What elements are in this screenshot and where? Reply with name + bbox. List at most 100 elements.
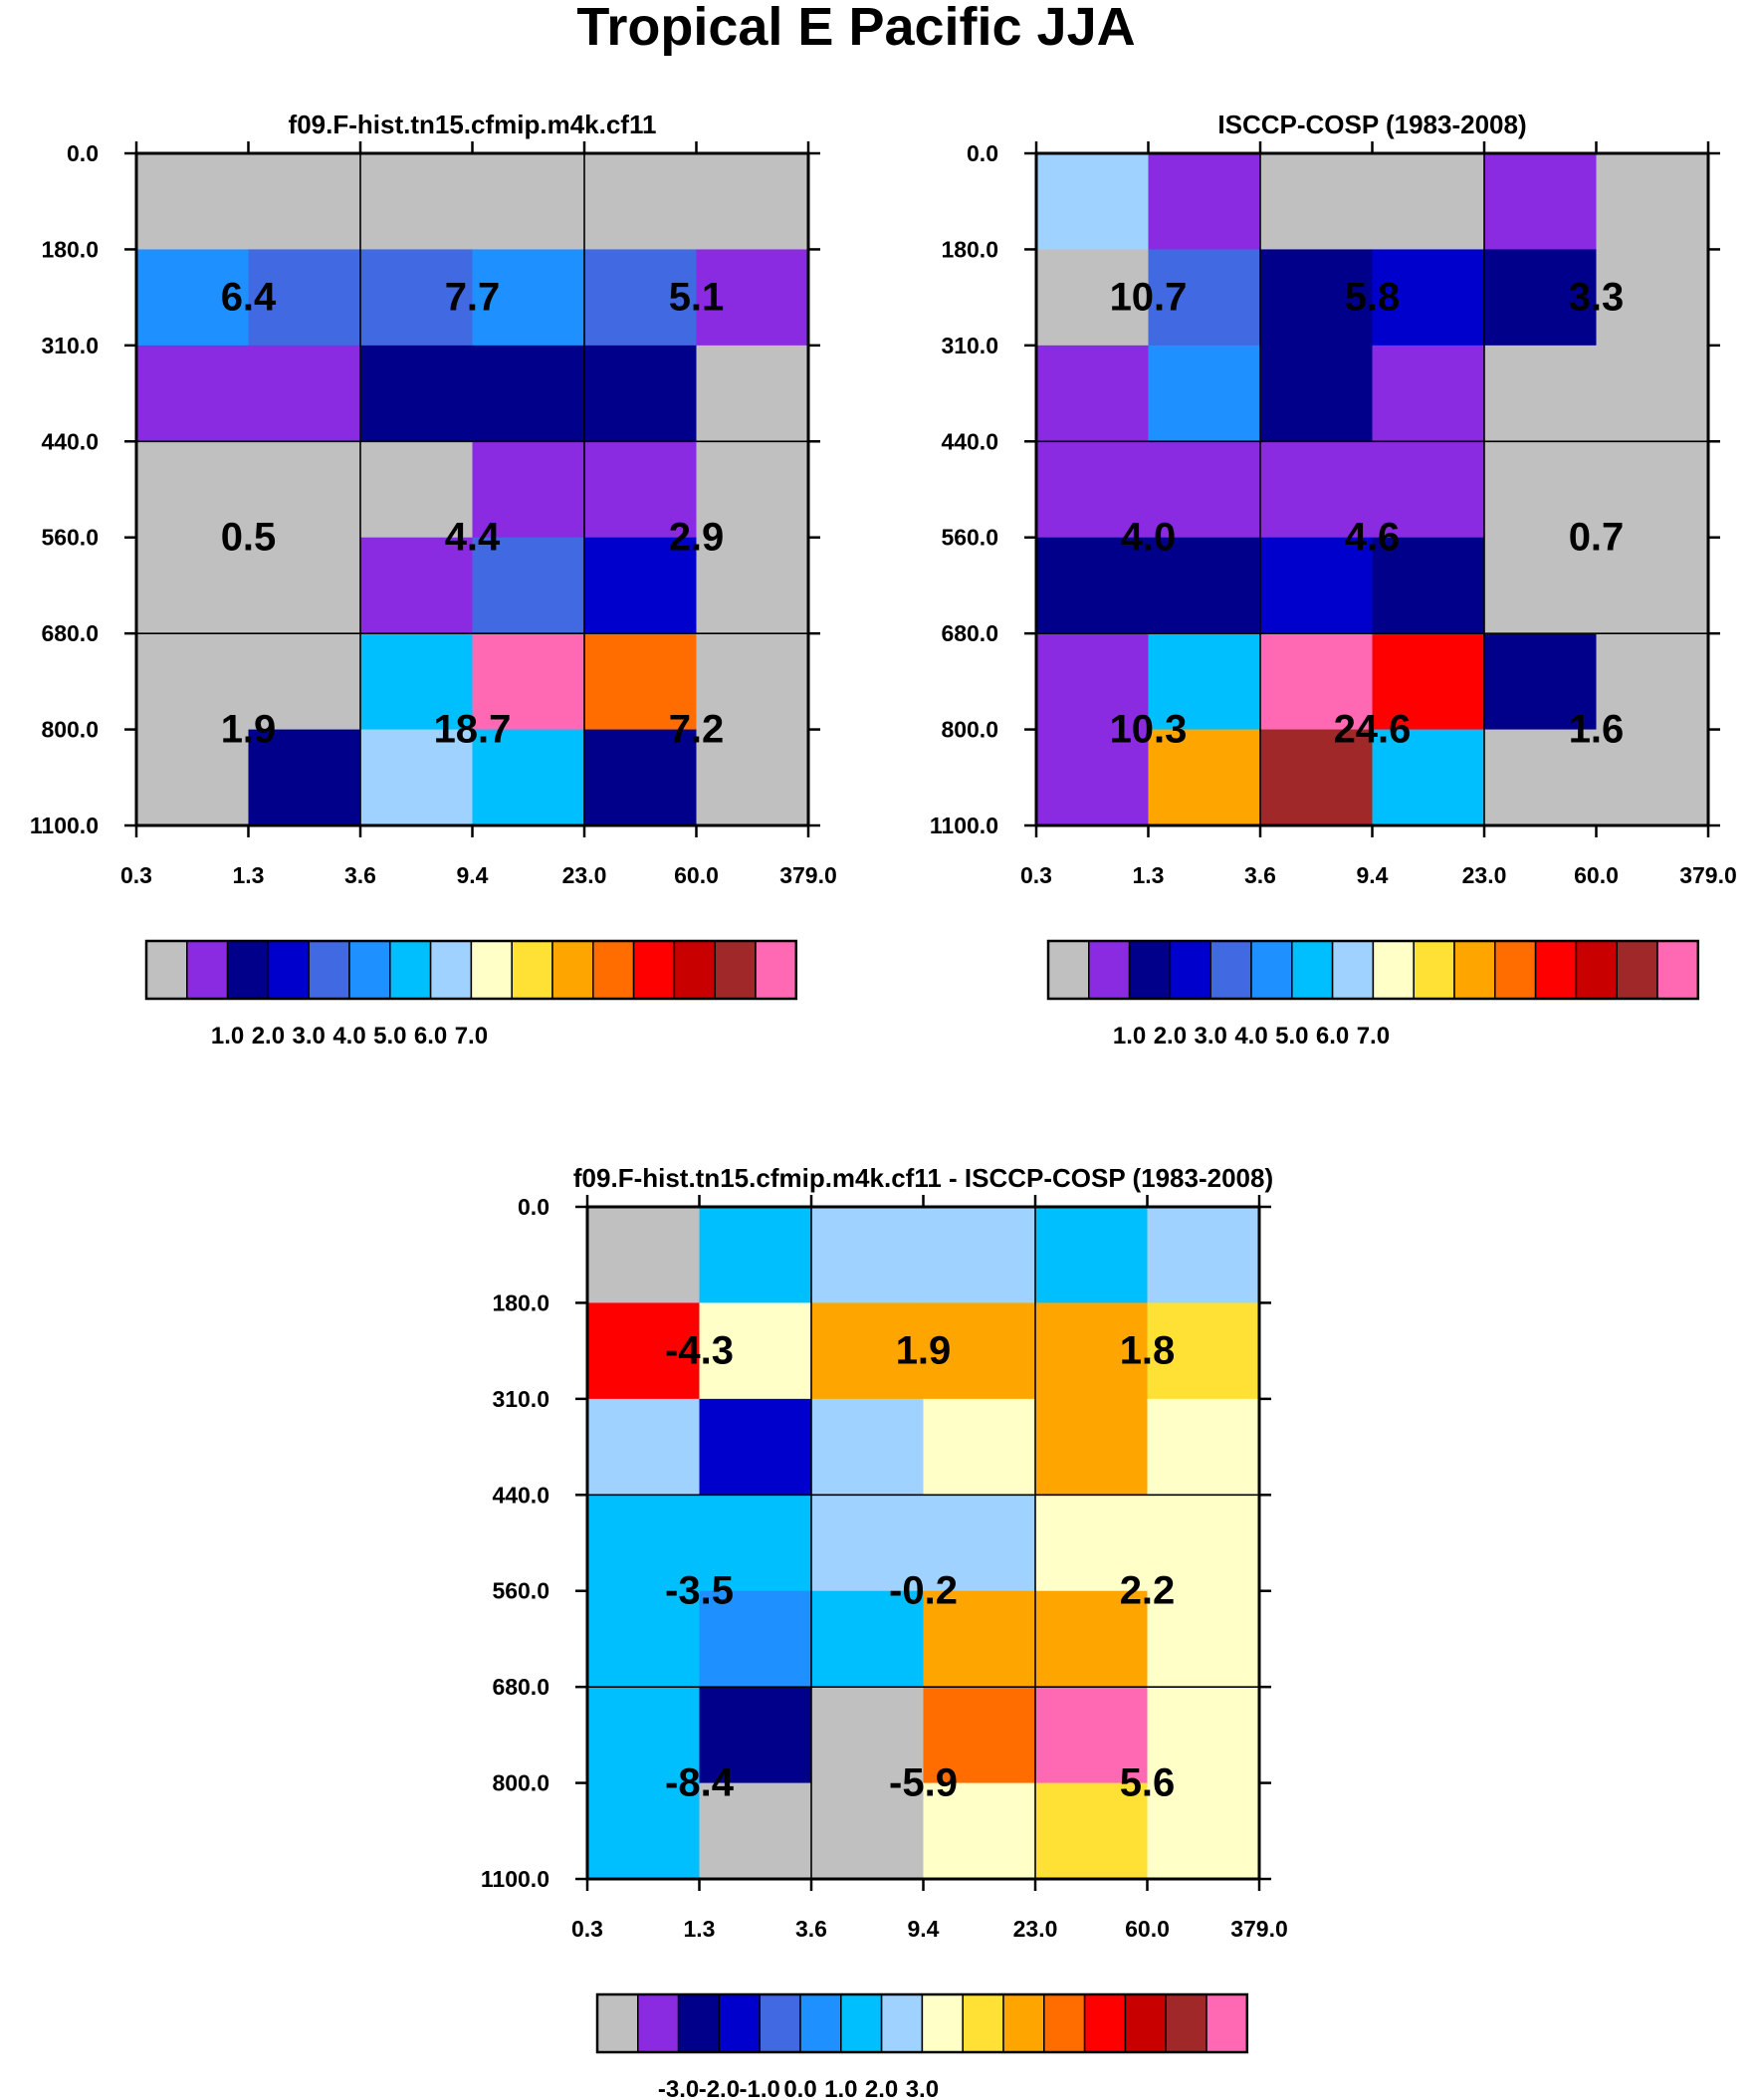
panel-title: f09.F-hist.tn15.cfmip.m4k.cf11 xyxy=(289,110,657,139)
chart-panel-2: ISCCP-COSP (1983-2008) 0.0 180.0 310.0 440.0… xyxy=(930,110,1737,1050)
colorbar-swatch xyxy=(1047,940,1090,1000)
heatmap-cell xyxy=(360,537,474,634)
colorbar-swatch xyxy=(1043,1993,1086,2053)
colorbar-swatch xyxy=(511,940,553,1000)
heatmap-cell xyxy=(923,1302,1036,1400)
cell-group-value: 1.6 xyxy=(1569,708,1625,752)
panel-title: f09.F-hist.tn15.cfmip.m4k.cf11 - ISCCP-C… xyxy=(573,1163,1273,1193)
colorbar-swatch xyxy=(1209,940,1252,1000)
figure-title: Tropical E Pacific JJA xyxy=(576,0,1135,57)
heatmap-cell xyxy=(1596,249,1709,347)
heatmap-cell xyxy=(1148,249,1261,347)
chart-panel-3: f09.F-hist.tn15.cfmip.m4k.cf11 - ISCCP-C… xyxy=(481,1163,1288,2100)
heatmap-cell xyxy=(584,537,698,634)
heatmap-cell xyxy=(1372,153,1485,251)
heatmap-cell xyxy=(696,249,809,347)
colorbar-swatch xyxy=(1453,940,1496,1000)
heatmap-cell xyxy=(1596,633,1709,731)
colorbar-swatch xyxy=(632,940,676,1000)
heatmap-cell xyxy=(1596,345,1709,442)
x-tick-label: 0.3 xyxy=(1020,862,1052,888)
colorbar-swatch xyxy=(1128,940,1172,1000)
heatmap-cell xyxy=(1260,537,1374,634)
heatmap-cell xyxy=(248,249,361,347)
colorbar-swatch xyxy=(1124,1993,1167,2053)
colorbar-swatch xyxy=(551,940,594,1000)
panel-title: ISCCP-COSP (1983-2008) xyxy=(1217,110,1526,139)
y-tick-label: 0.0 xyxy=(518,1194,549,1220)
heatmap-cell xyxy=(360,345,474,442)
colorbar-swatch xyxy=(962,1993,1004,2053)
heatmap-cell xyxy=(1372,633,1485,731)
colorbar-frame xyxy=(144,939,798,1001)
colorbar-label: 3.0 xyxy=(1195,1023,1227,1050)
heatmap-cell xyxy=(1484,633,1598,731)
heatmap-cell xyxy=(1372,249,1485,347)
heatmap-cell xyxy=(1035,1207,1149,1304)
colorbar-label: 6.0 xyxy=(414,1023,447,1050)
heatmap-cell xyxy=(1147,1398,1260,1496)
colorbar-swatch xyxy=(921,1993,964,2053)
colorbar-swatch xyxy=(1206,1993,1248,2053)
heatmap-cell xyxy=(699,1398,812,1496)
heatmap-cell xyxy=(1035,1398,1149,1496)
heatmap-cell xyxy=(923,1495,1036,1592)
heatmap-cell xyxy=(1147,1495,1260,1592)
cell-group-value: -3.5 xyxy=(665,1569,734,1613)
colorbar-label: 0.0 xyxy=(783,2076,816,2100)
colorbar-label: 1.0 xyxy=(211,1023,244,1050)
heatmap-cell xyxy=(699,1687,812,1784)
x-tick-label: 3.6 xyxy=(344,862,376,888)
heatmap-cell xyxy=(587,1398,701,1496)
heatmap-cell xyxy=(248,153,361,251)
heatmap-cell xyxy=(1036,249,1150,347)
heatmap-cell xyxy=(1035,1590,1149,1688)
y-tick-label: 440.0 xyxy=(941,428,998,454)
y-tick-label: 1100.0 xyxy=(30,813,99,838)
heatmap-cell xyxy=(811,1495,925,1592)
y-tick-label: 0.0 xyxy=(67,140,99,166)
colorbar-swatch xyxy=(1250,940,1293,1000)
heatmap-cell xyxy=(1148,633,1261,731)
colorbar-swatch xyxy=(267,940,310,1000)
x-tick-label: 1.3 xyxy=(1133,862,1165,888)
colorbar-label: 1.0 xyxy=(1113,1023,1146,1050)
heatmap-cell xyxy=(472,345,585,442)
heatmap-cell xyxy=(587,1590,701,1688)
x-tick-label: 23.0 xyxy=(1013,1916,1058,1942)
heatmap-cell xyxy=(587,1687,701,1784)
heatmap-cell xyxy=(1148,537,1261,634)
colorbar-label: 1.0 xyxy=(824,2076,857,2100)
heatmap-cell xyxy=(811,1687,925,1784)
colorbar-label: 6.0 xyxy=(1316,1023,1349,1050)
heatmap-cell xyxy=(811,1398,925,1496)
colorbar-swatch xyxy=(1002,1993,1045,2053)
heatmap-cell xyxy=(1260,345,1374,442)
cell-group-value: 0.7 xyxy=(1569,516,1625,560)
heatmap-cell xyxy=(1372,441,1485,539)
heatmap-cell xyxy=(1484,441,1598,539)
heatmap-cell xyxy=(360,633,474,731)
heatmap-cell xyxy=(1260,633,1374,731)
heatmap-cell xyxy=(923,1398,1036,1496)
y-tick-label: 310.0 xyxy=(41,333,99,358)
y-tick-label: 800.0 xyxy=(492,1770,549,1796)
heatmap-cell xyxy=(699,1207,812,1304)
x-tick-label: 3.6 xyxy=(1244,862,1276,888)
x-tick-label: 23.0 xyxy=(1462,862,1507,888)
y-tick-label: 180.0 xyxy=(492,1289,549,1315)
heatmap-cell xyxy=(1372,537,1485,634)
heatmap-cell xyxy=(584,249,698,347)
cell-group-value: 4.4 xyxy=(445,516,501,560)
cell-group-value: -0.2 xyxy=(889,1569,958,1613)
heatmap-cell xyxy=(923,1590,1036,1688)
heatmap-cell xyxy=(696,345,809,442)
heatmap-cell xyxy=(1148,153,1261,251)
cell-group-value: 7.7 xyxy=(445,276,501,320)
heatmap-cell xyxy=(1596,537,1709,634)
heatmap-cell xyxy=(1035,1302,1149,1400)
heatmap-cell xyxy=(696,729,809,826)
cell-group-value: 5.6 xyxy=(1120,1761,1176,1805)
y-tick-label: 1100.0 xyxy=(481,1866,549,1892)
colorbar-swatch xyxy=(348,940,391,1000)
